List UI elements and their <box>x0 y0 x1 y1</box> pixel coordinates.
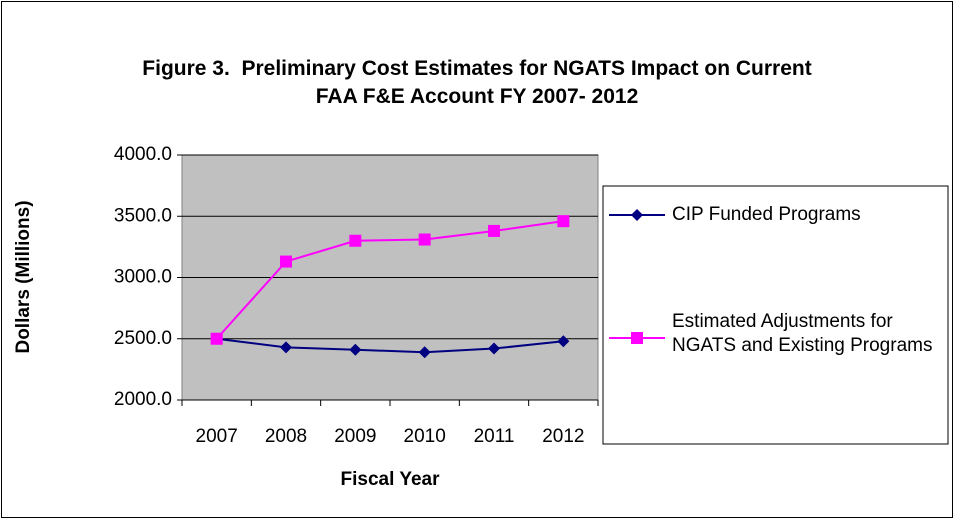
x-tick-label: 2010 <box>404 426 446 447</box>
x-tick-label: 2011 <box>474 426 515 447</box>
x-tick-label: 2012 <box>542 426 584 447</box>
y-tick-label: 2500.0 <box>114 328 172 349</box>
point <box>631 332 643 344</box>
legend-label: Estimated Adjustments for NGATS and Exis… <box>672 311 933 356</box>
point <box>349 343 362 356</box>
point <box>557 335 570 348</box>
x-tick-label: 2009 <box>334 426 376 447</box>
y-tick-label: 3000.0 <box>114 267 172 288</box>
series-line <box>215 220 564 340</box>
legend-box <box>602 185 949 445</box>
y-axis-label: Dollars (Millions) <box>13 200 34 353</box>
legend-label: CIP Funded Programs <box>672 204 861 225</box>
y-tick-label: 2000.0 <box>114 389 172 410</box>
point <box>557 215 570 228</box>
point <box>418 233 431 246</box>
y-tick-label: 4000.0 <box>114 144 172 165</box>
point <box>488 342 500 355</box>
point <box>418 346 431 359</box>
point <box>349 234 362 247</box>
point <box>280 255 292 268</box>
point <box>631 209 643 221</box>
series-line <box>216 337 564 354</box>
chart-title: Figure 3. Preliminary Cost Estimates for… <box>142 57 818 108</box>
point <box>488 224 500 237</box>
y-tick-label: 3500.0 <box>114 205 172 226</box>
x-axis-label: Fiscal Year <box>341 469 441 490</box>
x-tick-label: 2007 <box>196 426 238 447</box>
point <box>210 332 223 345</box>
point <box>280 341 292 354</box>
x-tick-label: 2008 <box>265 426 307 447</box>
